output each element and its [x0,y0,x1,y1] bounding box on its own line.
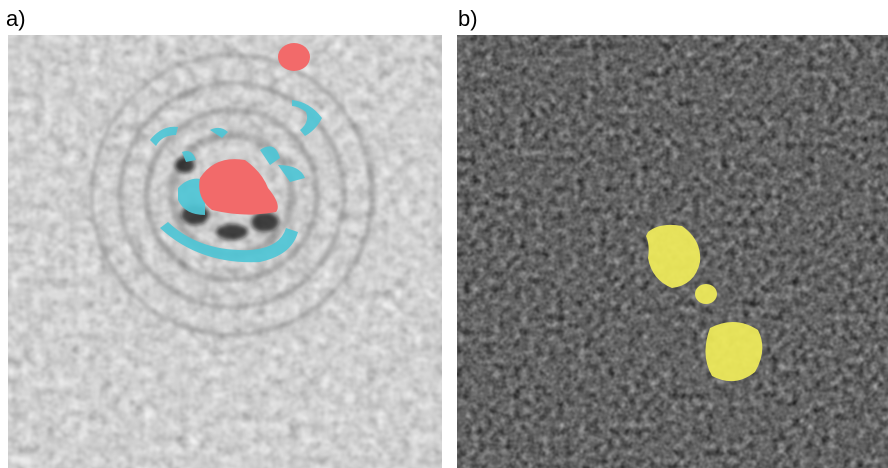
panel-label: b) [458,6,478,31]
page: a) b) [0,0,888,468]
panel-label: a) [6,6,26,31]
figure: a) b) [0,0,888,468]
panel-a-image [8,35,442,468]
panel-b-image [457,35,888,468]
